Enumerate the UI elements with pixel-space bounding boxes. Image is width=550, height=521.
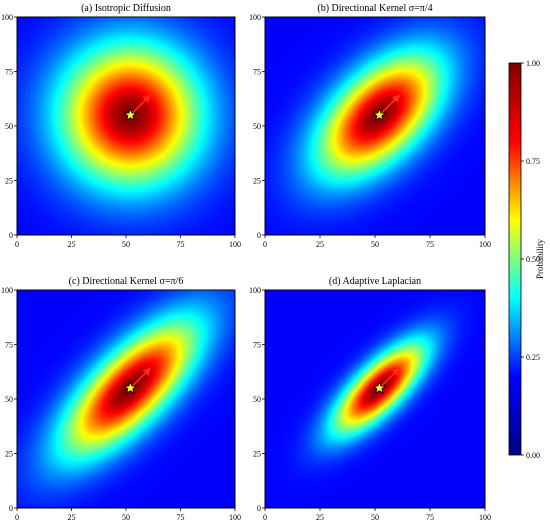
panel-title: (d) Adaptive Laplacian	[329, 276, 421, 287]
y-tick-label: 75	[253, 68, 261, 77]
y-tick-label: 25	[253, 177, 261, 186]
panel-3: (c) Directional Kernel σ=π/6 0 25 50 75 100 0 2…	[1, 276, 241, 521]
x-tick-label: 25	[316, 240, 324, 249]
x-tick-label: 0	[15, 240, 19, 249]
panel-1: (a) Isotropic Diffusion 0 25 50 75 100 0 25 50 75…	[1, 3, 241, 249]
y-tick-label: 50	[5, 395, 13, 404]
x-tick-label: 0	[15, 513, 19, 521]
colorbar-tick-label: 0.50	[526, 255, 540, 264]
colorbar-tick-label: 0.00	[526, 451, 540, 460]
y-tick-label: 100	[249, 13, 261, 22]
x-tick-label: 25	[316, 513, 324, 521]
y-tick-label: 50	[5, 122, 13, 131]
y-tick-label: 75	[5, 68, 13, 77]
x-tick-label: 100	[229, 240, 241, 249]
x-tick-label: 50	[371, 513, 379, 521]
panel-title: (b) Directional Kernel σ=π/4	[317, 3, 432, 14]
star-icon	[123, 108, 138, 121]
y-tick-label: 100	[1, 13, 13, 22]
heatmap-image	[265, 290, 485, 508]
x-tick-label: 25	[68, 240, 76, 249]
direction-arrow	[129, 94, 152, 116]
colorbar-tick-label: 1.00	[526, 59, 540, 68]
x-tick-label: 25	[68, 513, 76, 521]
x-tick-label: 75	[426, 240, 434, 249]
y-tick-label: 100	[1, 286, 13, 295]
colorbar-gradient	[508, 62, 522, 456]
x-tick-label: 50	[122, 240, 130, 249]
x-tick-label: 50	[122, 513, 130, 521]
y-tick-label: 0	[257, 504, 261, 513]
y-tick-label: 25	[5, 177, 13, 186]
panel-title: (a) Isotropic Diffusion	[81, 3, 171, 14]
y-tick-label: 100	[249, 286, 261, 295]
heatmap-image	[265, 17, 485, 235]
x-tick-label: 100	[229, 513, 241, 521]
panel-title: (c) Directional Kernel σ=π/6	[69, 276, 184, 287]
direction-arrow	[378, 367, 401, 389]
colorbar: 0.00 0.25 0.50 0.75 1.00 Probability	[508, 59, 545, 460]
heatmap-image	[17, 290, 235, 508]
y-tick-label: 0	[9, 231, 13, 240]
star-icon	[372, 108, 387, 121]
y-tick-label: 0	[257, 231, 261, 240]
colorbar-tick-label: 0.25	[526, 353, 540, 362]
y-tick-label: 50	[253, 395, 261, 404]
star-icon	[372, 381, 387, 394]
colorbar-label: Probability	[535, 239, 545, 279]
y-tick-label: 25	[253, 450, 261, 459]
panel-4: (d) Adaptive Laplacian 0 25 50 75 100 0 25 50 75 1…	[249, 276, 491, 521]
colorbar-tick-label: 0.75	[526, 157, 540, 166]
y-tick-label: 50	[253, 122, 261, 131]
x-tick-label: 75	[177, 240, 185, 249]
panel-2: (b) Directional Kernel σ=π/4 0 25 50 75 100 0 2…	[249, 3, 491, 249]
x-tick-label: 0	[263, 240, 267, 249]
y-tick-label: 75	[253, 341, 261, 350]
x-tick-label: 0	[263, 513, 267, 521]
heatmap-image	[17, 17, 235, 235]
y-tick-label: 25	[5, 450, 13, 459]
x-tick-label: 75	[177, 513, 185, 521]
star-icon	[123, 381, 138, 394]
direction-arrow	[378, 94, 401, 116]
x-tick-label: 100	[479, 240, 491, 249]
x-tick-label: 75	[426, 513, 434, 521]
direction-arrow	[129, 367, 152, 389]
y-tick-label: 75	[5, 341, 13, 350]
y-tick-label: 0	[9, 504, 13, 513]
x-tick-label: 50	[371, 240, 379, 249]
x-tick-label: 100	[479, 513, 491, 521]
